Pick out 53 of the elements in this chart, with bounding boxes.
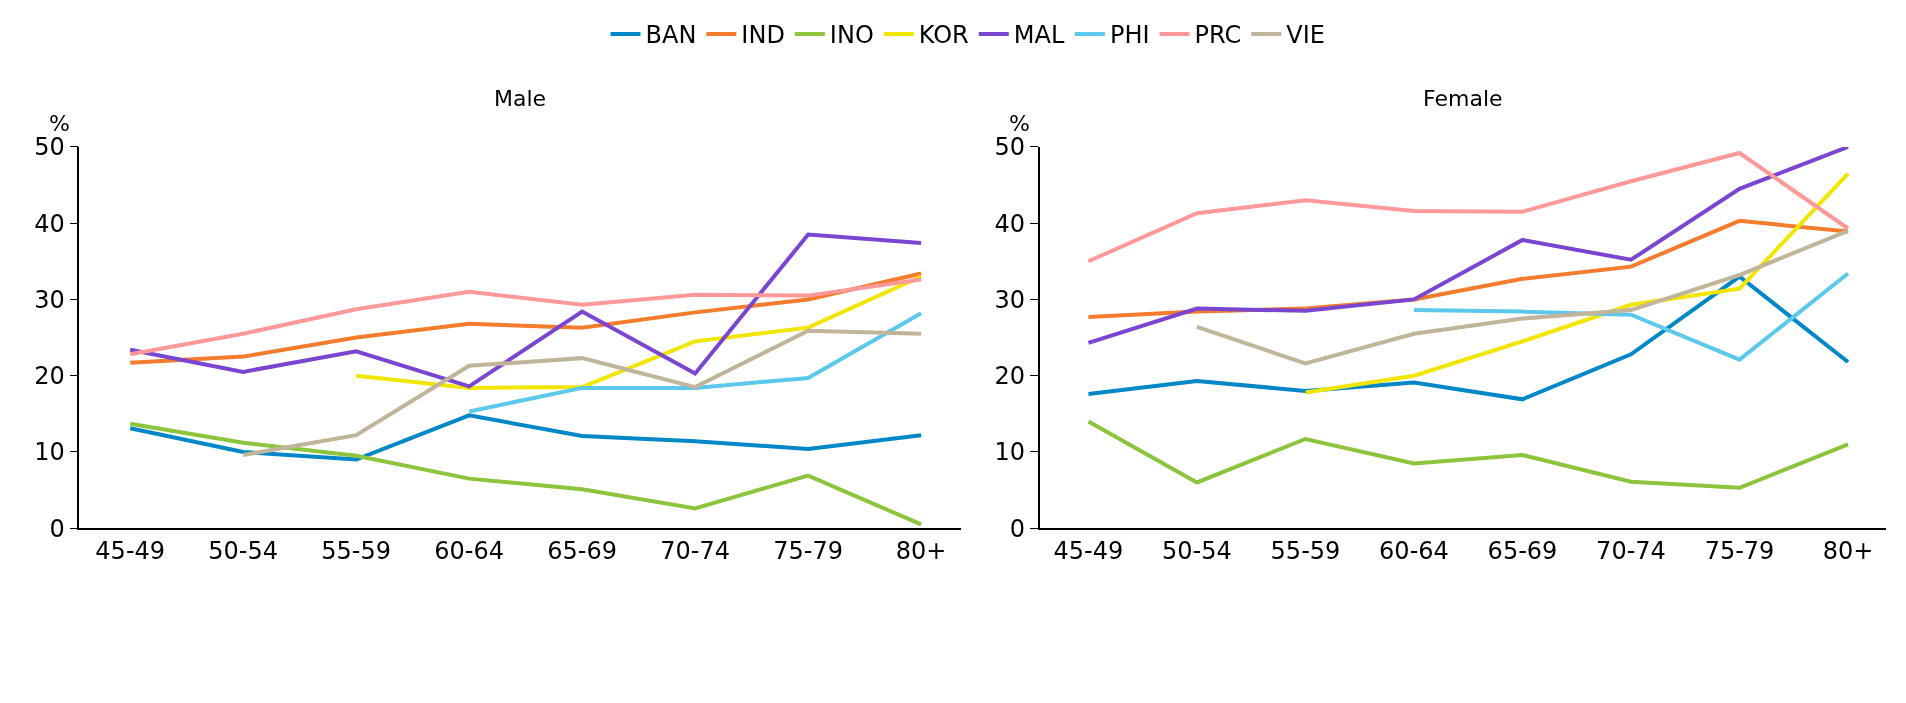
y-tick-label: 30 <box>34 285 65 314</box>
x-tick-label: 60-64 <box>1379 536 1449 565</box>
y-tick-label: 20 <box>34 362 65 391</box>
y-tick-label: 20 <box>994 362 1026 391</box>
line-series <box>241 328 924 457</box>
x-tick-label: 65-69 <box>547 536 618 565</box>
y-tick-label: 0 <box>49 514 65 543</box>
line-series <box>1086 419 1851 490</box>
line-series <box>1086 274 1851 402</box>
line-series <box>1086 146 1851 345</box>
line-series <box>128 413 924 462</box>
x-tick-label: 55-59 <box>1270 536 1341 565</box>
legend-label: PHI <box>1109 21 1150 50</box>
x-tick-label: 45-49 <box>1053 536 1124 565</box>
y-tick-label: 40 <box>994 209 1026 238</box>
line-series <box>1086 151 1851 264</box>
x-tick-label: 70-74 <box>660 536 731 565</box>
y-axis-title: % <box>1009 111 1030 136</box>
y-tick-label: 0 <box>1009 514 1026 543</box>
x-tick-label: 70-74 <box>1596 536 1666 565</box>
x-tick-label: 65-69 <box>1487 536 1558 565</box>
legend-label: IND <box>741 21 785 50</box>
legend-label: BAN <box>645 21 697 50</box>
y-tick-label: 40 <box>34 209 65 238</box>
line-series <box>467 311 924 414</box>
x-tick-label: 45-49 <box>95 536 166 565</box>
line-series <box>354 274 924 390</box>
legend-label: KOR <box>918 21 969 50</box>
x-tick-label: 80+ <box>1822 536 1874 565</box>
y-tick-label: 30 <box>994 285 1026 314</box>
x-tick-label: 60-64 <box>434 536 505 565</box>
chart-title: Male <box>494 86 547 111</box>
line-series <box>1194 228 1851 366</box>
y-tick-label: 10 <box>994 438 1026 467</box>
y-axis-title: % <box>49 111 70 136</box>
line-series <box>128 421 924 527</box>
x-tick-label: 80+ <box>895 536 947 565</box>
legend-label: PRC <box>1194 21 1242 50</box>
x-tick-label: 50-54 <box>208 536 279 565</box>
y-tick-label: 50 <box>34 133 65 162</box>
x-tick-label: 75-79 <box>773 536 843 565</box>
y-tick-label: 50 <box>994 133 1026 162</box>
line-series <box>1411 271 1851 362</box>
line-series <box>128 232 924 389</box>
line-series <box>1303 171 1851 395</box>
legend-label: MAL <box>1013 21 1065 50</box>
legend-label: VIE <box>1286 21 1325 50</box>
x-tick-label: 55-59 <box>321 536 392 565</box>
legend-label: INO <box>829 21 874 50</box>
y-tick-label: 10 <box>34 438 65 467</box>
x-tick-label: 50-54 <box>1162 536 1232 565</box>
x-tick-label: 75-79 <box>1704 536 1775 565</box>
chart-title: Female <box>1423 86 1503 111</box>
